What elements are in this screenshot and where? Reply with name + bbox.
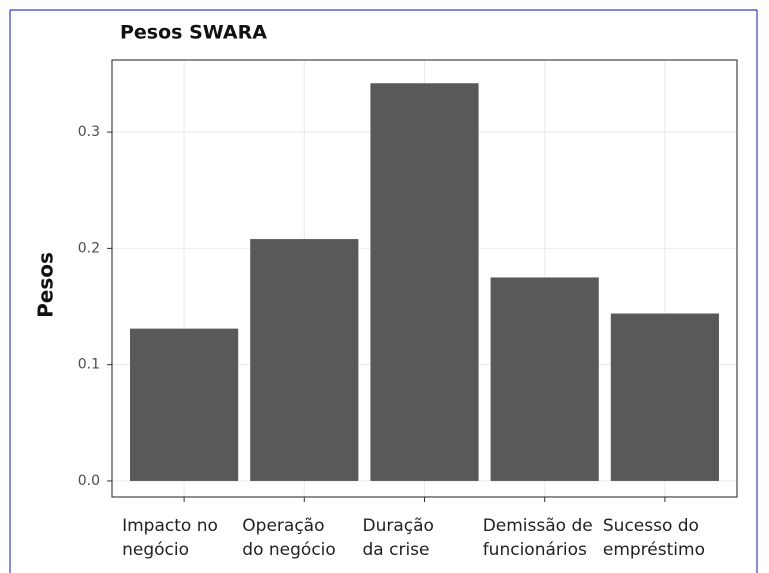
x-tick-label: Impacto no negócio [122,516,218,560]
x-tick-label: Demissão de funcionários [482,516,593,560]
chart-title: Pesos SWARA [120,22,267,44]
y-tick-label: 0.1 [78,357,100,373]
y-axis-label: Pesos [34,252,58,318]
bar [370,83,479,481]
y-tick-label: 0.2 [78,240,100,256]
bar [490,277,599,481]
bar [130,328,239,481]
y-tick-label: 0.0 [78,473,100,489]
x-tick-label: Duração da crise [362,516,434,560]
x-tick-label: Sucesso do empréstimo [602,516,705,560]
x-tick-label: Operação do negócio [242,516,336,560]
bar [250,239,359,481]
bar [610,313,719,481]
y-tick-label: 0.3 [78,124,100,140]
panel-border [111,59,738,498]
